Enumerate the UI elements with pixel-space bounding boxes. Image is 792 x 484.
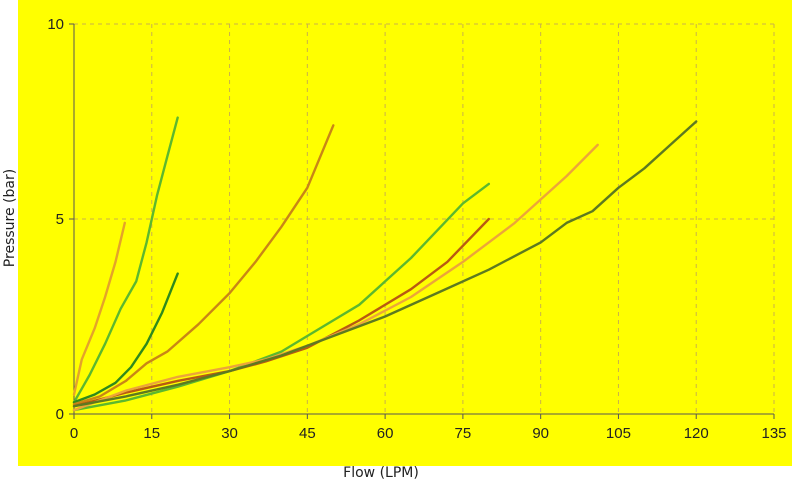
x-tick-label: 60 [377,425,394,442]
axes [69,23,775,419]
plot-background [18,0,792,466]
gridlines [74,23,775,414]
y-tick-label: 10 [47,16,64,33]
series-line-5 [72,182,490,412]
x-tick-label: 105 [606,425,631,442]
x-axis-title: Flow (LPM) [343,465,419,481]
x-tick-label: 135 [761,425,786,442]
x-tick-label: 45 [299,425,316,442]
series-line-1 [72,221,126,396]
y-axis-title: Pressure (bar) [2,169,18,267]
y-tick-label: 5 [56,211,64,228]
x-tick-label: 15 [143,425,160,442]
series-line-3 [72,272,179,404]
series-lines [72,116,698,412]
series-line-4 [72,124,335,406]
x-tick-label: 120 [684,425,709,442]
x-tick-label: 30 [221,425,238,442]
series-line-8 [72,120,698,408]
y-tick-label: 0 [56,406,64,423]
series-line-2 [72,116,179,404]
x-tick-label: 75 [455,425,472,442]
tick-labels: 0 15 30 45 60 75 90 105 120 135 0 5 10 [47,16,786,442]
x-tick-label: 90 [532,425,549,442]
x-tick-label: 0 [70,425,78,442]
